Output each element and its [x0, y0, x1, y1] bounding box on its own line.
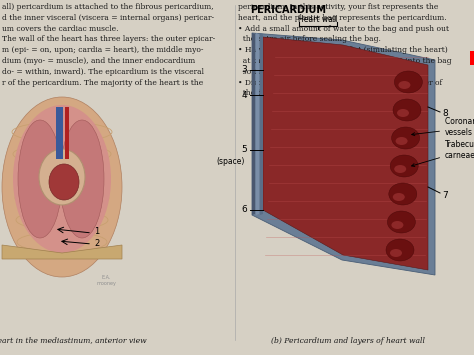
Text: PERICARDIUM: PERICARDIUM: [250, 5, 326, 15]
Ellipse shape: [392, 127, 419, 149]
Ellipse shape: [394, 165, 406, 173]
Text: d the inner visceral (viscera = internal organs) pericar-: d the inner visceral (viscera = internal…: [2, 14, 214, 22]
Text: um covers the cardiac muscle.: um covers the cardiac muscle.: [2, 24, 118, 33]
Text: Trabeculae
carneae: Trabeculae carneae: [411, 140, 474, 166]
Text: all) pericardium is attached to the fibrous pericardium,: all) pericardium is attached to the fibr…: [2, 3, 214, 11]
Text: 6: 6: [241, 206, 247, 214]
Text: at the bottom of the bag and push the fist into the bag: at the bottom of the bag and push the fi…: [238, 57, 452, 65]
Text: r of the pericardium. The majority of the heart is the: r of the pericardium. The majority of th…: [2, 78, 203, 87]
Text: dium (myo- = muscle), and the inner endocardium: dium (myo- = muscle), and the inner endo…: [2, 57, 195, 65]
Ellipse shape: [396, 137, 408, 145]
Bar: [470, 51, 474, 65]
Text: (a) Heart in the mediastinum, anterior view: (a) Heart in the mediastinum, anterior v…: [0, 337, 146, 345]
Text: Heart wall: Heart wall: [298, 15, 337, 24]
Text: • Have a lab partner place a fist (simulating the heart): • Have a lab partner place a fist (simul…: [238, 46, 448, 54]
Text: (space): (space): [217, 158, 245, 166]
Ellipse shape: [386, 239, 414, 261]
Text: heart, and the plastic bag represents the pericardium.: heart, and the plastic bag represents th…: [238, 14, 447, 22]
Ellipse shape: [18, 120, 62, 238]
Ellipse shape: [390, 155, 418, 177]
Polygon shape: [256, 33, 259, 215]
Text: pericardium. In this activity, your fist represents the: pericardium. In this activity, your fist…: [238, 3, 438, 11]
Polygon shape: [263, 37, 428, 270]
Ellipse shape: [393, 99, 421, 121]
Ellipse shape: [49, 164, 79, 200]
Ellipse shape: [397, 109, 409, 117]
Ellipse shape: [60, 120, 104, 238]
Text: Coronary blood
vessels: Coronary blood vessels: [412, 117, 474, 137]
Ellipse shape: [389, 183, 417, 205]
Text: 5: 5: [241, 146, 247, 154]
Text: 2: 2: [94, 239, 99, 247]
Polygon shape: [260, 33, 263, 215]
Text: do- = within, inward). The epicardium is the visceral: do- = within, inward). The epicardium is…: [2, 68, 204, 76]
Text: 8: 8: [442, 109, 448, 119]
Bar: [65, 107, 69, 159]
Text: 3: 3: [241, 66, 247, 75]
Text: The wall of the heart has three layers: the outer epicar-: The wall of the heart has three layers: …: [2, 36, 215, 43]
Polygon shape: [252, 33, 255, 215]
Ellipse shape: [393, 193, 405, 201]
Text: m (epi- = on, upon; cardia = heart), the middle myo-: m (epi- = on, upon; cardia = heart), the…: [2, 46, 203, 54]
Ellipse shape: [392, 221, 403, 229]
Text: E.A.
mooney: E.A. mooney: [96, 275, 116, 286]
Ellipse shape: [2, 97, 122, 277]
Text: the bag and the water represent.: the bag and the water represent.: [238, 89, 370, 97]
Ellipse shape: [390, 249, 402, 257]
Text: so the bag surrounds the fist.: so the bag surrounds the fist.: [238, 68, 356, 76]
Bar: [56, 107, 61, 159]
Polygon shape: [252, 33, 435, 275]
Text: 4: 4: [241, 91, 247, 99]
Bar: [60, 107, 63, 159]
Ellipse shape: [39, 149, 85, 205]
Ellipse shape: [387, 211, 415, 233]
Ellipse shape: [13, 105, 111, 253]
Ellipse shape: [394, 71, 422, 93]
Text: the extra air before sealing the bag.: the extra air before sealing the bag.: [238, 36, 381, 43]
Text: • Discuss with your lab group what the outer layer of: • Discuss with your lab group what the o…: [238, 78, 442, 87]
Text: 1: 1: [94, 228, 99, 236]
Text: 7: 7: [442, 191, 448, 200]
Text: (b) Pericardium and layers of heart wall: (b) Pericardium and layers of heart wall: [271, 337, 425, 345]
Polygon shape: [2, 245, 122, 259]
Text: • Add a small amount of water to the bag and push out: • Add a small amount of water to the bag…: [238, 24, 449, 33]
Ellipse shape: [399, 81, 410, 89]
